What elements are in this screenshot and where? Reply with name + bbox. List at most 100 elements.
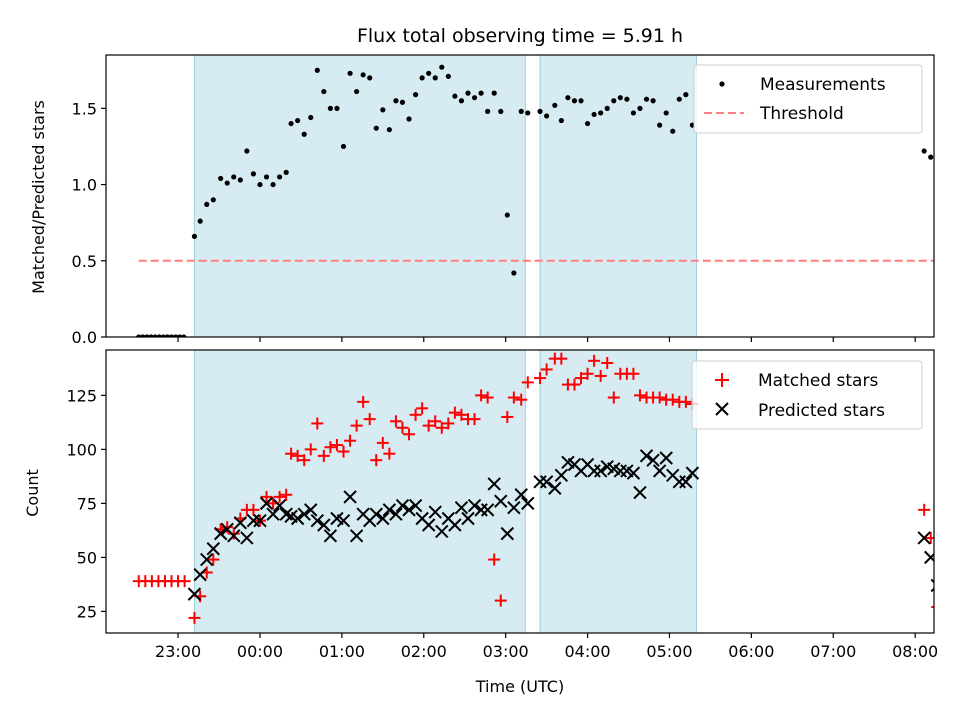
top-axes-frame <box>105 54 935 338</box>
top-series-measurements-point <box>498 108 504 114</box>
top-series-measurements-point <box>354 88 360 95</box>
top-series-measurements-point <box>277 174 283 180</box>
top-series-measurements-point <box>419 75 425 81</box>
top-series-measurements-point <box>210 197 216 203</box>
top-series-measurements-point <box>263 174 270 180</box>
bottom-series-predicted-stars-point <box>395 498 410 513</box>
bottom-series-predicted-stars-point <box>514 488 528 502</box>
bottom-series-matched-stars-point <box>455 408 468 421</box>
bottom-x-tick-label: 06:00 <box>728 642 774 661</box>
bottom-series-matched-stars-point <box>350 419 363 432</box>
top-series-measurements-point <box>657 122 663 128</box>
top-series-measurements-point <box>218 175 224 182</box>
bottom-series-predicted-stars-point <box>317 518 331 532</box>
bottom-series-predicted-stars-point <box>633 485 647 500</box>
top-series-measurements-point <box>173 334 179 337</box>
top-series-measurements-point <box>663 110 669 116</box>
top-series-measurements-point <box>452 93 458 99</box>
legend-matched-marker <box>715 373 729 387</box>
bottom-chart: 25 50 75 100 125 23:00 00:00 01:00 02:00 03:00 04:… <box>23 349 938 696</box>
bottom-series-matched-stars-point <box>555 352 568 365</box>
top-series-measurements-point <box>386 127 392 133</box>
bottom-series-predicted-stars-point <box>533 475 547 489</box>
top-series-measurements-point <box>191 233 198 239</box>
top-legend: Measurements Threshold <box>693 64 923 134</box>
top-series-measurements-point <box>445 73 451 79</box>
bottom-series-matched-stars-point <box>494 594 507 607</box>
top-y-tick-label: 0.0 <box>72 328 97 347</box>
bottom-series-matched-stars-point <box>324 441 337 454</box>
bottom-series-matched-stars-point <box>481 391 494 404</box>
bottom-series-matched-stars-point <box>653 391 666 404</box>
bottom-x-tick-label: 23:00 <box>155 642 201 661</box>
bottom-x-tick-label: 01:00 <box>319 642 365 661</box>
bottom-series-matched-stars-point <box>488 553 501 566</box>
top-series-measurements-point <box>558 117 564 124</box>
legend-measurements-label: Measurements <box>760 75 886 95</box>
bottom-series-matched-stars-point <box>188 611 201 624</box>
bottom-series-matched-stars-point <box>521 376 534 389</box>
top-series-measurements-point <box>439 64 445 70</box>
bottom-series-predicted-stars-point <box>487 477 501 491</box>
top-series-measurements-point <box>426 70 432 76</box>
top-series-measurements-point <box>630 110 637 116</box>
top-series-measurements-point <box>231 174 237 180</box>
top-y-axis-label: Matched/Predicted stars <box>29 100 48 294</box>
bottom-series-predicted-stars-point <box>213 526 228 541</box>
top-series-measurements-point <box>676 96 682 102</box>
bottom-y-tick-label: 25 <box>77 602 97 621</box>
bottom-x-tick-label: 02:00 <box>401 642 447 661</box>
top-series-measurements-point <box>295 117 301 124</box>
top-series-measurements-point <box>380 107 386 113</box>
bottom-series-predicted-stars-point <box>408 498 423 513</box>
bottom-series-predicted-stars-point <box>639 449 654 463</box>
bottom-series-matched-stars-point <box>507 391 520 404</box>
top-series-measurements-point <box>204 201 210 207</box>
bottom-series-matched-stars-point <box>298 454 311 467</box>
bottom-observing-window-1 <box>193 349 526 634</box>
bottom-series-predicted-stars-point <box>200 552 214 567</box>
bottom-series-matched-stars-point <box>396 421 409 434</box>
bottom-series-predicted-stars-point <box>376 511 390 526</box>
bottom-x-tick-label: 08:00 <box>892 642 938 661</box>
top-y-tick-label: 1.0 <box>72 176 97 195</box>
top-series-measurements-point <box>928 154 934 160</box>
bottom-series-predicted-stars-point <box>206 542 220 556</box>
top-series-measurements-point <box>617 95 623 101</box>
bottom-series-matched-stars-point <box>568 378 581 391</box>
top-series-measurements-point <box>504 212 510 218</box>
bottom-series-predicted-stars-point <box>382 503 397 517</box>
bottom-series-predicted-stars-point <box>494 494 508 508</box>
bottom-series-matched-stars-point <box>435 421 448 434</box>
bottom-series-predicted-stars-point <box>924 550 934 565</box>
top-series-measurements-point <box>465 90 471 96</box>
top-series-measurements-point <box>624 96 630 102</box>
bottom-series-predicted-stars-point <box>266 507 280 521</box>
top-series-measurements-point <box>156 334 162 337</box>
bottom-series-matched-stars-point <box>337 445 350 458</box>
bottom-series-matched-stars-point <box>389 415 402 428</box>
bottom-series-matched-stars-point <box>607 391 620 404</box>
top-series-measurements-point <box>270 181 276 188</box>
top-series-measurements-point <box>604 105 610 111</box>
top-series-measurements-point <box>412 92 419 98</box>
top-series-measurements-point <box>334 105 340 111</box>
top-y-tick-label: 1.5 <box>72 99 97 118</box>
top-series-measurements-point <box>670 128 676 134</box>
top-series-measurements-point <box>177 334 183 337</box>
top-series-measurements-point <box>611 98 617 104</box>
top-chart: Flux total observing time = 5.91 h 0.00.… <box>29 25 935 347</box>
bottom-series-matched-stars-point <box>317 449 330 462</box>
bottom-x-tick-label: 07:00 <box>810 642 856 661</box>
bottom-series-predicted-stars-point <box>336 513 351 528</box>
bottom-series-predicted-stars-point <box>259 496 274 511</box>
top-series-measurements-point <box>367 75 373 81</box>
bottom-series-predicted-stars-point <box>323 529 338 543</box>
top-series-measurements-point <box>301 131 307 137</box>
top-series-measurements-point <box>181 334 187 337</box>
top-series-measurements-point <box>485 108 491 114</box>
bottom-series-predicted-stars-point <box>500 526 515 541</box>
bottom-series-predicted-stars-point <box>448 518 462 532</box>
bottom-series-predicted-stars-point <box>474 503 488 517</box>
